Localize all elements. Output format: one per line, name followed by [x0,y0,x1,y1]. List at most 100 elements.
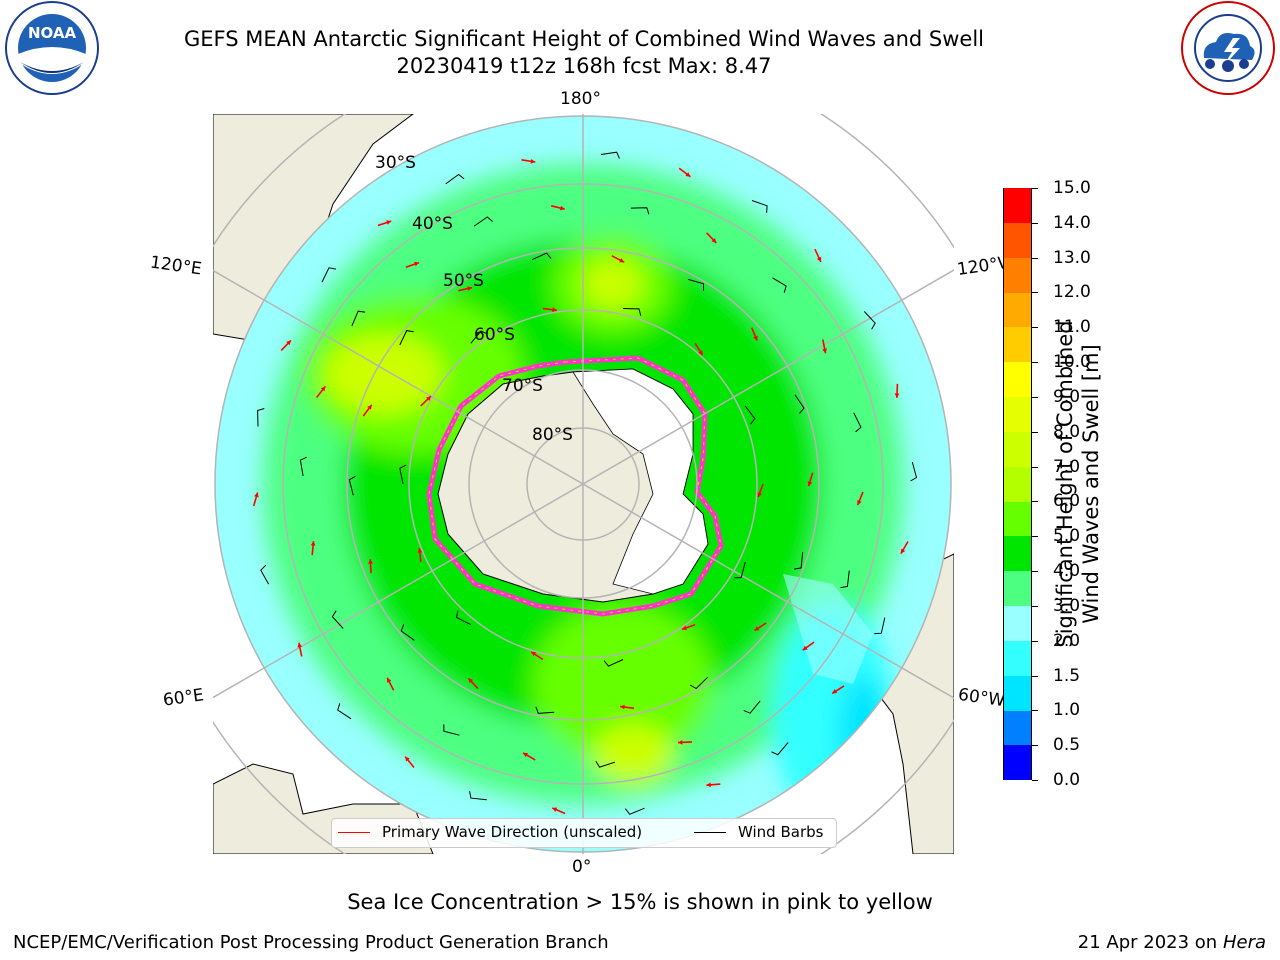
wind-barb [630,207,650,215]
wind-barb [794,551,804,570]
lon-label-lower-right: 60°W [956,684,1007,712]
wave-arrow [706,232,717,244]
wave-arrow [611,255,625,263]
lat-label-60s: 60°S [474,325,515,345]
wind-barb [743,700,761,714]
wind-barb [771,742,789,756]
colorbar-tick-label: 1.0 [1053,700,1081,721]
wave-arrow [467,677,479,690]
wind-barb [623,308,642,316]
wave-arrow [550,205,565,211]
wave-arrow [362,404,373,417]
wave-arrow [530,651,544,661]
colorbar-segment [1004,431,1031,467]
polar-map: 30°S 40°S 50°S 60°S 70°S 80°S [213,114,954,854]
wave-arrow [280,339,292,351]
lon-label-bottom: 0° [572,857,592,877]
colorbar-segment [1004,327,1031,363]
colorbar-segment [1004,710,1031,746]
wind-barb [473,216,493,227]
colorbar [1003,188,1032,781]
colorbar-tick-label: 5.0 [1053,526,1081,547]
colorbar-segment [1004,675,1031,711]
colorbar-tick [1032,780,1038,781]
wave-arrow [404,756,415,769]
colorbar-segment [1004,292,1031,328]
wave-legend-label: Primary Wave Direction (unscaled) [382,823,643,841]
wave-arrow [802,641,815,651]
nws-logo [1178,0,1278,100]
wind-barb [443,724,460,736]
wave-arrow [822,339,827,354]
graticule [213,114,954,854]
colorbar-tick [1032,536,1038,538]
wave-arrow [252,492,259,507]
wind-barb [299,456,307,476]
wave-arrow [417,548,423,563]
sea-ice-note: Sea Ice Concentration > 15% is shown in … [347,890,933,914]
wave-arrow [900,541,909,555]
footer-date-text: 21 Apr 2023 on [1077,932,1223,953]
wave-arrow [894,383,900,398]
colorbar-title-line2: Wind Waves and Swell [m] [1079,344,1103,624]
wave-arrow [754,622,767,632]
wave-direction-arrows [252,159,909,815]
colorbar-segment [1004,605,1031,641]
noaa-logo-text: NOAA [28,24,77,42]
colorbar-title-line1: Significant Height of Combined [1053,320,1077,648]
colorbar-tick-label: 0.0 [1053,770,1081,790]
wave-arrow [377,220,392,227]
colorbar-segment [1004,501,1031,537]
colorbar-tick [1032,501,1038,503]
colorbar-segment [1004,745,1031,781]
colorbar-segment [1004,466,1031,502]
wave-arrow [681,623,696,631]
wave-arrow [542,307,557,313]
wind-barb [625,807,645,815]
wind-barb [595,761,616,768]
wind-barb [603,659,624,667]
wind-barb [469,791,487,801]
ice-shelf [572,368,709,595]
wave-legend-swatch [338,832,370,833]
wind-barb [531,252,552,261]
noaa-logo: NOAA [2,0,102,100]
wave-arrow [694,342,704,356]
colorbar-tick [1032,710,1038,712]
colorbar-tick-label: 13.0 [1053,247,1091,268]
colorbar-tick-label: 10.0 [1053,352,1091,373]
wind-barb [321,267,336,283]
wind-barb [535,706,555,714]
colorbar-tick [1032,571,1038,573]
wind-barbs [257,151,918,815]
colorbar-segment [1004,571,1031,607]
wind-barb [257,408,265,427]
colorbar-segment [1004,396,1031,432]
wave-arrow [757,483,764,498]
colorbar-segment [1004,362,1031,398]
lat-label-50s: 50°S [443,271,484,291]
wind-barb [260,564,270,585]
colorbar-tick-label: 3.0 [1053,595,1081,616]
wind-barb [744,405,756,425]
wind-barb [751,200,768,213]
wave-arrow [831,685,845,695]
wind-barb [863,311,876,330]
footer-date: 21 Apr 2023 on Hera [1078,932,1266,953]
wave-arrow [316,385,327,398]
wind-barb [689,676,708,690]
colorbar-tick-label: 4.0 [1053,561,1081,582]
wave-arrow [814,248,822,263]
colorbar-tick [1032,362,1038,364]
colorbar-tick-label: 15.0 [1053,178,1091,198]
wind-barb [600,151,620,159]
wave-arrow [678,167,691,178]
lon-label-upper-left: 120°E [148,252,203,280]
colorbar-tick-label: 1.5 [1053,665,1081,686]
wave-arrow [856,491,864,506]
colorbar-segment [1004,222,1031,258]
colorbar-segment [1004,188,1031,223]
wind-barb [840,570,850,589]
colorbar-tick-label: 14.0 [1053,212,1091,233]
wave-arrow [405,261,420,268]
